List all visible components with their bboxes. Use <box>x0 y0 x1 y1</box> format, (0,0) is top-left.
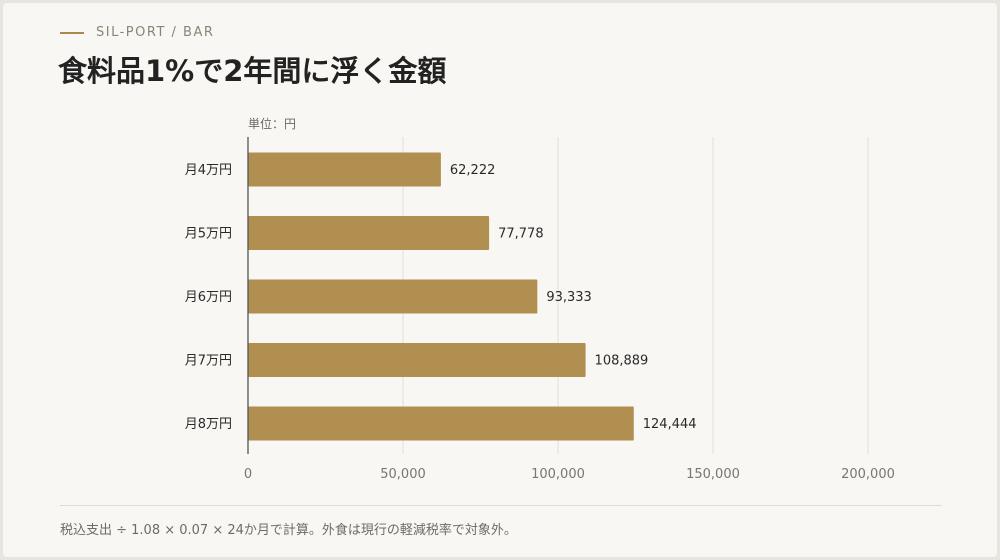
eyebrow-accent-line <box>60 31 84 34</box>
x-tick-label: 200,000 <box>841 467 895 482</box>
category-label: 月4万円 <box>185 163 232 178</box>
bar <box>248 406 634 441</box>
x-tick-label: 100,000 <box>531 467 585 482</box>
bar <box>248 152 441 187</box>
category-label: 月8万円 <box>185 417 232 432</box>
footnote: 税込支出 ÷ 1.08 × 0.07 × 24か月で計算。外食は現行の軽減税率で… <box>60 523 517 538</box>
footer-divider <box>60 505 942 506</box>
unit-label: 単位：円 <box>248 116 296 131</box>
value-label: 93,333 <box>546 290 592 305</box>
chart-title: 食料品1%で2年間に浮く金額 <box>58 54 447 88</box>
category-label: 月6万円 <box>185 290 232 305</box>
value-label: 108,889 <box>595 354 649 369</box>
value-label: 77,778 <box>498 227 544 242</box>
category-label: 月5万円 <box>185 227 232 242</box>
bar <box>248 279 538 314</box>
eyebrow-label: SIL-PORT / BAR <box>96 25 215 40</box>
bar <box>248 216 490 250</box>
bar <box>248 343 586 377</box>
eyebrow: SIL-PORT / BAR <box>60 25 214 40</box>
value-label: 62,222 <box>450 163 496 178</box>
x-tick-label: 50,000 <box>380 467 426 482</box>
value-label: 124,444 <box>643 417 697 432</box>
x-tick-label: 0 <box>244 467 252 482</box>
x-tick-label: 150,000 <box>686 467 740 482</box>
category-label: 月7万円 <box>185 354 232 369</box>
